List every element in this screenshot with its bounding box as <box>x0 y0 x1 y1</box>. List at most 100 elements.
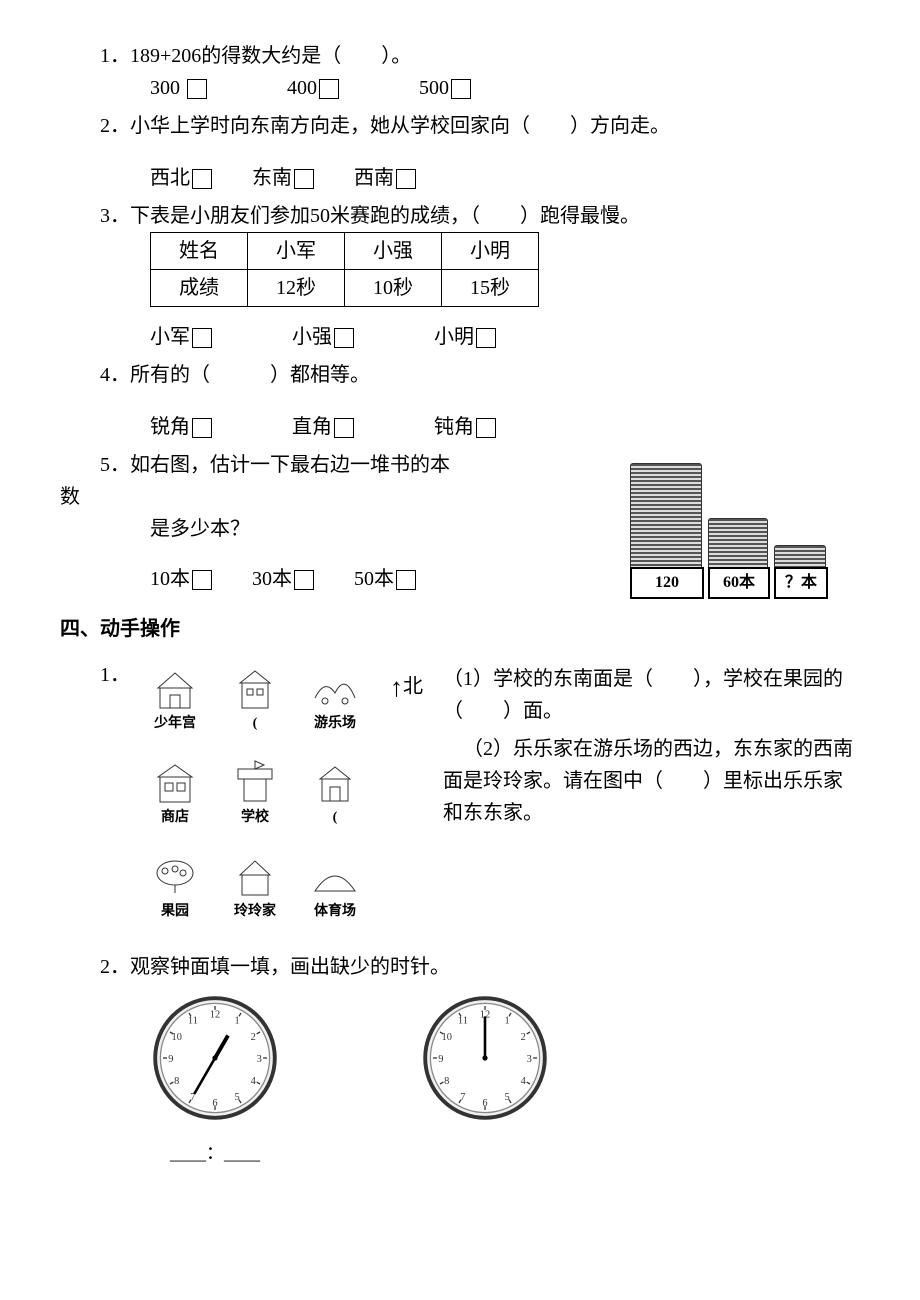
clock-1: 123456789101112 ____：____ <box>150 993 280 1168</box>
map-grid: 少年宫 ( 游乐场商店学校 ( 果园玲玲家体育场 <box>140 663 370 941</box>
map-cell-label: ( <box>220 713 290 735</box>
q2-opt-b: 东南 <box>252 162 314 194</box>
svg-text:1: 1 <box>504 1016 509 1027</box>
checkbox-icon[interactable] <box>476 418 496 438</box>
map-p1: （1）学校的东南面是（ ），学校在果园的（ ）面。 <box>443 663 860 727</box>
q3-opt-a: 小军 <box>150 321 212 353</box>
svg-text:5: 5 <box>504 1092 509 1103</box>
clock-icon: 123456789101112 <box>150 993 280 1123</box>
map-cell: 学校 <box>220 757 290 847</box>
q5-opt-b: 30本 <box>252 563 314 595</box>
q1-opt-b: 400 <box>287 72 339 104</box>
checkbox-icon[interactable] <box>192 169 212 189</box>
section-4-title: 四、动手操作 <box>60 613 860 645</box>
checkbox-icon[interactable] <box>451 79 471 99</box>
map-text: （1）学校的东南面是（ ），学校在果园的（ ）面。 （2）乐乐家在游乐场的西边，… <box>443 663 860 829</box>
question-4: 4．所有的（ ）都相等。 <box>60 359 860 391</box>
q2-opt-a: 西北 <box>150 162 212 194</box>
map-cell: 玲玲家 <box>220 851 290 941</box>
map-cell-label: 果园 <box>140 901 210 923</box>
book-label: 60本 <box>708 567 770 599</box>
svg-text:4: 4 <box>251 1076 257 1087</box>
map-cell-label: ( <box>300 807 370 829</box>
table-cell: 10秒 <box>345 270 442 307</box>
svg-text:8: 8 <box>444 1076 449 1087</box>
checkbox-icon[interactable] <box>192 328 212 348</box>
question-5: 5．如右图，估计一下最右边一堆书的本 数 是多少本？ 10本 30本 50本 1… <box>60 449 860 595</box>
clock-1-blank: ____：____ <box>150 1139 280 1168</box>
checkbox-icon[interactable] <box>192 418 212 438</box>
q5-opt-c: 50本 <box>354 563 416 595</box>
map-cell: 体育场 <box>300 851 370 941</box>
checkbox-icon[interactable] <box>396 169 416 189</box>
clock-2: 123456789101112 <box>420 993 550 1168</box>
q3-text: 3．下表是小朋友们参加50米赛跑的成绩，（ ）跑得最慢。 <box>100 205 640 227</box>
checkbox-icon[interactable] <box>294 570 314 590</box>
map-question: 少年宫 ( 游乐场商店学校 ( 果园玲玲家体育场 北 （1）学校的东南面是（ ），学校在… <box>60 663 860 941</box>
table-header: 姓名 <box>151 233 248 270</box>
question-2: 2．小华上学时向东南方向走，她从学校回家向（ ）方向走。 <box>60 110 860 142</box>
checkbox-icon[interactable] <box>476 328 496 348</box>
checkbox-icon[interactable] <box>192 570 212 590</box>
clock-question: 2．观察钟面填一填，画出缺少的时针。 <box>60 951 860 983</box>
clocks-row: 123456789101112 ____：____ 12345678910111… <box>60 993 860 1168</box>
checkbox-icon[interactable] <box>319 79 339 99</box>
checkbox-icon[interactable] <box>334 418 354 438</box>
q3-opt-c: 小明 <box>434 321 496 353</box>
q1-opt-c: 500 <box>419 72 471 104</box>
svg-text:11: 11 <box>458 1016 468 1027</box>
map-cell: ( <box>300 757 370 847</box>
svg-text:8: 8 <box>174 1076 179 1087</box>
table-cell: 15秒 <box>442 270 539 307</box>
svg-text:7: 7 <box>460 1092 465 1103</box>
q2-text: 2．小华上学时向东南方向走，她从学校回家向（ ）方向走。 <box>100 115 670 137</box>
question-1: 1．189+206的得数大约是（ ）。 <box>60 40 860 72</box>
map-cell-label: 少年宫 <box>140 713 210 735</box>
checkbox-icon[interactable] <box>294 169 314 189</box>
book-stack <box>630 463 702 575</box>
arrow-up-icon <box>390 675 403 697</box>
q3-table: 姓名 小军 小强 小明 成绩 12秒 10秒 15秒 <box>150 232 539 307</box>
q4-text: 4．所有的（ ）都相等。 <box>100 364 370 386</box>
map-cell-label: 学校 <box>220 807 290 829</box>
q3-opt-b: 小强 <box>292 321 354 353</box>
books-figure: 12060本？本 <box>630 439 890 599</box>
question-3: 3．下表是小朋友们参加50米赛跑的成绩，（ ）跑得最慢。 <box>60 200 860 232</box>
svg-text:9: 9 <box>438 1054 443 1065</box>
map-cell: 果园 <box>140 851 210 941</box>
q2-opt-c: 西南 <box>354 162 416 194</box>
table-row: 成绩 12秒 10秒 15秒 <box>151 270 539 307</box>
map-cell-label: 游乐场 <box>300 713 370 735</box>
map-cell-label: 商店 <box>140 807 210 829</box>
svg-text:9: 9 <box>168 1054 173 1065</box>
north-indicator: 北 <box>390 667 423 709</box>
map-cell: ( <box>220 663 290 753</box>
clock-icon: 123456789101112 <box>420 993 550 1123</box>
svg-text:1: 1 <box>234 1016 239 1027</box>
svg-text:2: 2 <box>521 1032 526 1043</box>
svg-text:4: 4 <box>521 1076 527 1087</box>
q5-opt-a: 10本 <box>150 563 212 595</box>
svg-text:2: 2 <box>251 1032 256 1043</box>
svg-text:3: 3 <box>527 1054 532 1065</box>
svg-text:5: 5 <box>234 1092 239 1103</box>
checkbox-icon[interactable] <box>396 570 416 590</box>
map-cell: 商店 <box>140 757 210 847</box>
q4-opt-a: 锐角 <box>150 411 212 443</box>
checkbox-icon[interactable] <box>334 328 354 348</box>
table-header: 小强 <box>345 233 442 270</box>
checkbox-icon[interactable] <box>187 79 207 99</box>
table-header: 小明 <box>442 233 539 270</box>
q3-options: 小军 小强 小明 <box>60 321 860 353</box>
table-row: 姓名 小军 小强 小明 <box>151 233 539 270</box>
q1-opt-a: 300 <box>150 72 207 104</box>
q4-opt-c: 钝角 <box>434 411 496 443</box>
clock-q-text: 2．观察钟面填一填，画出缺少的时针。 <box>100 956 450 978</box>
svg-text:3: 3 <box>257 1054 262 1065</box>
map-cell: 少年宫 <box>140 663 210 753</box>
q1-text: 1．189+206的得数大约是（ ）。 <box>100 45 411 67</box>
q2-options: 西北 东南 西南 <box>60 162 860 194</box>
book-label: ？本 <box>774 567 828 599</box>
book-label: 120 <box>630 567 704 599</box>
table-cell: 成绩 <box>151 270 248 307</box>
